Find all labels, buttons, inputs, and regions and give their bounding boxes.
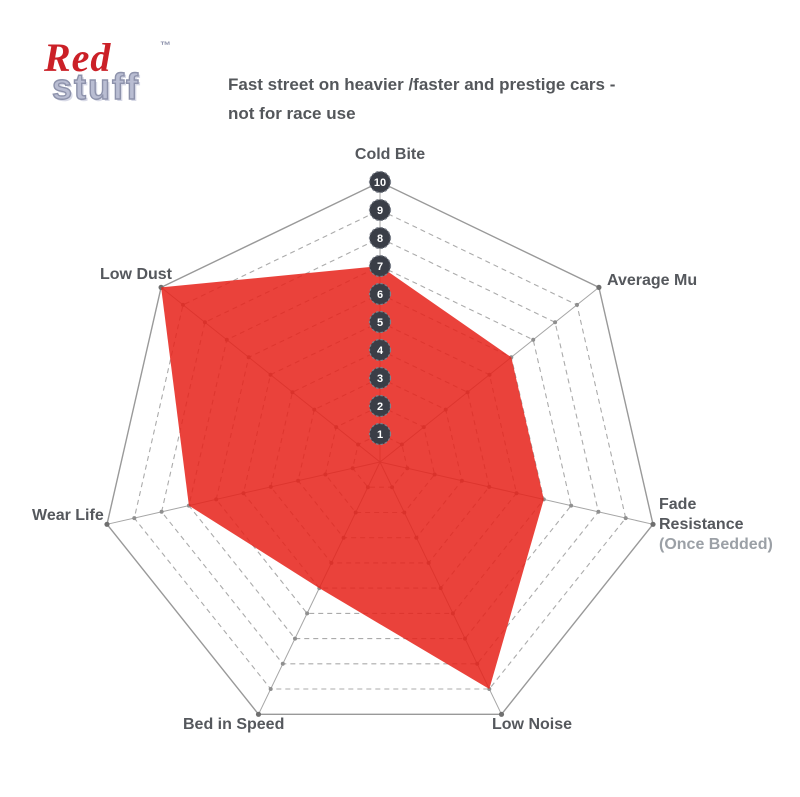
svg-text:1: 1 [377, 429, 383, 441]
svg-text:7: 7 [377, 261, 383, 273]
axis-label-low-dust: Low Dust [100, 266, 172, 283]
axis-label-average-mu: Average Mu [607, 272, 698, 289]
axis-label-low-noise: Low Noise [492, 716, 573, 733]
axis-label-cold-bite: Cold Bite [354, 146, 426, 163]
redstuff-logo: Red ™ stuff [44, 34, 204, 124]
data-polygon [161, 266, 544, 689]
axis-label-fade-main: Fade Resistance [659, 496, 744, 533]
chart-subtitle-line2: not for race use [228, 104, 356, 123]
svg-text:5: 5 [377, 317, 383, 329]
axis-label-fade-sub: (Once Bedded) [659, 536, 773, 553]
axis-label-bed-in-speed: Bed in Speed [183, 716, 285, 733]
chart-subtitle-line1: Fast street on heavier /faster and prest… [228, 75, 616, 94]
svg-text:3: 3 [377, 373, 383, 385]
trademark-symbol: ™ [160, 40, 171, 52]
svg-text:10: 10 [374, 177, 386, 189]
svg-text:9: 9 [377, 205, 383, 217]
svg-text:4: 4 [377, 345, 384, 357]
svg-text:6: 6 [377, 289, 383, 301]
chart-subtitle: Fast street on heavier /faster and prest… [228, 70, 678, 128]
logo-red-text: Red [44, 34, 111, 81]
logo-stuff-text: stuff [51, 65, 140, 107]
svg-text:2: 2 [377, 401, 383, 413]
scale-badges: 1 2 3 4 5 6 7 8 9 10 [368, 170, 392, 446]
axis-label-wear-life: Wear Life [32, 507, 104, 524]
svg-text:8: 8 [377, 233, 383, 245]
axis-label-fade-resistance: Fade Resistance (Once Bedded) [659, 495, 779, 555]
logo-red-word: Red [44, 35, 112, 80]
